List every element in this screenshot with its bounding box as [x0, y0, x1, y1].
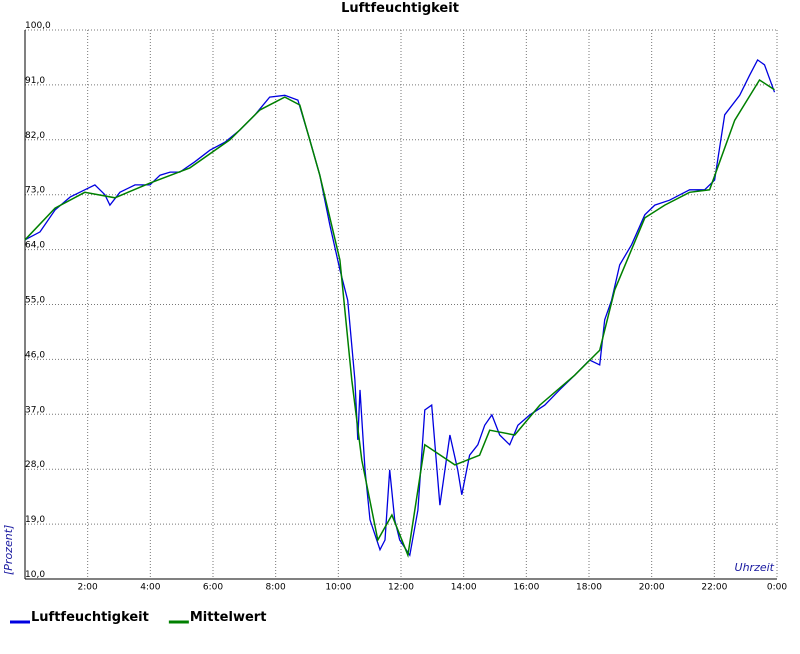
x-tick-label: 8:00 — [266, 583, 286, 593]
y-tick-label: 73,0 — [25, 186, 45, 196]
y-tick-label: 82,0 — [25, 131, 45, 141]
x-tick-label: 20:00 — [639, 583, 665, 593]
legend-label: Luftfeuchtigkeit — [31, 610, 149, 625]
x-tick-label: 22:00 — [701, 583, 727, 593]
y-tick-label: 19,0 — [25, 515, 45, 525]
x-tick-label: 12:00 — [388, 583, 414, 593]
data-line — [24, 78, 775, 559]
y-axis-label: [Prozent] — [2, 525, 15, 575]
data-line — [24, 58, 776, 557]
x-tick-label: 2:00 — [78, 583, 98, 593]
x-tick-label: 18:00 — [576, 583, 602, 593]
x-tick-label: 14:00 — [451, 583, 477, 593]
y-tick-label: 64,0 — [25, 241, 45, 251]
y-tick-label: 55,0 — [25, 296, 45, 306]
x-tick-label: 6:00 — [203, 583, 223, 593]
y-tick-label: 91,0 — [25, 76, 45, 86]
legend-label: Mittelwert — [190, 610, 267, 625]
y-tick-label: 37,0 — [25, 405, 45, 415]
x-tick-label: 0:00 — [767, 583, 787, 593]
y-tick-label: 10,0 — [25, 570, 45, 580]
x-tick-label: 10:00 — [325, 583, 351, 593]
x-axis-label: Uhrzeit — [735, 561, 775, 574]
y-tick-label: 28,0 — [25, 460, 45, 470]
chart-title: Luftfeuchtigkeit — [341, 1, 459, 16]
x-tick-label: 4:00 — [140, 583, 160, 593]
y-tick-label: 100,0 — [25, 21, 51, 31]
x-tick-label: 16:00 — [513, 583, 539, 593]
y-tick-label: 46,0 — [25, 350, 45, 360]
